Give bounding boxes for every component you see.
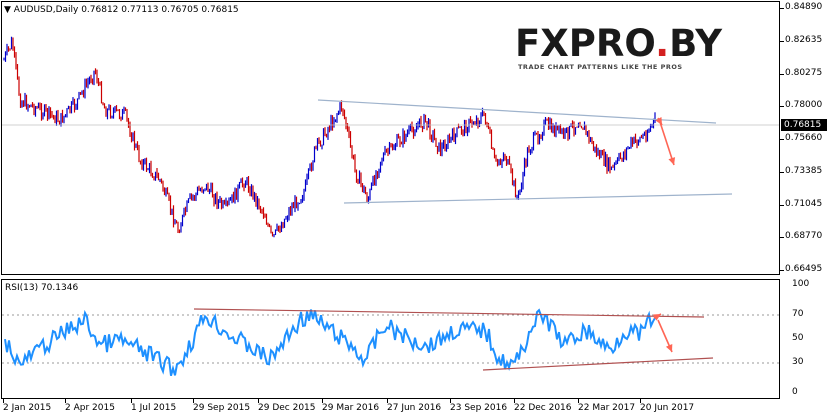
time-tick-label: 2 Apr 2015 xyxy=(65,403,115,413)
dropdown-triangle-icon[interactable]: ▼ xyxy=(4,5,11,15)
time-tick-label: 29 Mar 2016 xyxy=(322,403,380,413)
price-tick-mark xyxy=(780,270,784,271)
time-tick-mark xyxy=(258,399,259,403)
rsi-upper-trendline xyxy=(193,308,705,318)
time-tick-mark xyxy=(450,399,451,403)
price-tick-label: 0.75660 xyxy=(785,133,823,143)
time-tick-mark xyxy=(131,399,132,403)
rsi-tick-label: 50 xyxy=(792,333,804,343)
time-tick-label: 29 Sep 2015 xyxy=(193,403,251,413)
rsi-tick-label: 0 xyxy=(792,387,798,397)
time-tick-mark xyxy=(65,399,66,403)
symbol-ohlc-text: AUDUSD,Daily 0.76812 0.77113 0.76705 0.7… xyxy=(13,5,239,15)
rsi-tick-label: 30 xyxy=(792,357,804,367)
price-tick-label: 0.71045 xyxy=(785,198,823,209)
price-tick-label: 0.73385 xyxy=(785,165,823,176)
time-tick-label: 29 Dec 2015 xyxy=(258,403,316,413)
price-arrow-down xyxy=(659,121,675,166)
lower-trendline xyxy=(343,193,733,204)
chart-header: ▼ AUDUSD,Daily 0.76812 0.77113 0.76705 0… xyxy=(4,5,239,15)
time-tick-mark xyxy=(387,399,388,403)
time-tick-mark xyxy=(3,399,4,403)
time-tick-mark xyxy=(640,399,641,403)
price-tick-label: 0.68770 xyxy=(785,231,823,242)
logo-brand-main: FXPRO xyxy=(515,22,656,65)
rsi-indicator-pane[interactable] xyxy=(1,279,780,399)
time-tick-mark xyxy=(193,399,194,403)
rsi-tick-label: 100 xyxy=(792,279,810,289)
rsi-tick-label: 70 xyxy=(792,309,804,319)
rsi-lower-trendline xyxy=(482,357,714,371)
rsi-header: RSI(13) 70.1346 xyxy=(5,283,79,293)
time-tick-mark xyxy=(578,399,579,403)
time-tick-label: 27 Jun 2016 xyxy=(387,403,442,413)
price-tick-label: 0.78000 xyxy=(785,100,823,111)
time-tick-label: 22 Dec 2016 xyxy=(514,403,572,413)
upper-trendline xyxy=(317,99,717,124)
time-tick-label: 1 Jul 2015 xyxy=(131,403,177,413)
time-tick-label: 22 Mar 2017 xyxy=(578,403,636,413)
rsi-arrow-down-head xyxy=(665,344,673,352)
price-tick-mark xyxy=(780,8,784,9)
price-tick-mark xyxy=(780,73,784,75)
price-tick-mark xyxy=(780,139,784,140)
price-tick-label: 0.66495 xyxy=(785,264,823,274)
rsi-arrow-small-head xyxy=(653,314,661,321)
price-tick-label: 0.84890 xyxy=(785,2,823,12)
price-tick-label: 0.80275 xyxy=(785,67,823,78)
time-tick-label: 2 Jan 2015 xyxy=(3,403,52,413)
rsi-line xyxy=(4,308,656,377)
price-chart-pane[interactable] xyxy=(1,1,780,275)
time-tick-mark xyxy=(322,399,323,403)
price-tick-label: 0.82635 xyxy=(785,34,823,45)
price-tick-mark xyxy=(780,171,784,173)
logo-tagline: TRADE CHART PATTERNS LIKE THE PROS xyxy=(518,63,683,71)
price-tick-mark xyxy=(780,237,784,239)
price-tick-mark xyxy=(780,204,784,206)
price-tick-mark xyxy=(780,40,784,42)
time-tick-label: 20 Jun 2017 xyxy=(640,403,695,413)
logo-brand-suffix: BY xyxy=(669,22,723,65)
price-tick-mark xyxy=(780,106,784,108)
price-arrow-down-head xyxy=(668,157,676,165)
logo-brand: FXPRO.BY xyxy=(515,24,722,64)
time-tick-label: 23 Sep 2016 xyxy=(450,403,508,413)
time-tick-mark xyxy=(514,399,515,403)
fxpro-logo: FXPRO.BY TRADE CHART PATTERNS LIKE THE P… xyxy=(515,24,722,74)
logo-brand-dot: . xyxy=(655,22,670,65)
current-price-badge: 0.76815 xyxy=(781,119,827,131)
